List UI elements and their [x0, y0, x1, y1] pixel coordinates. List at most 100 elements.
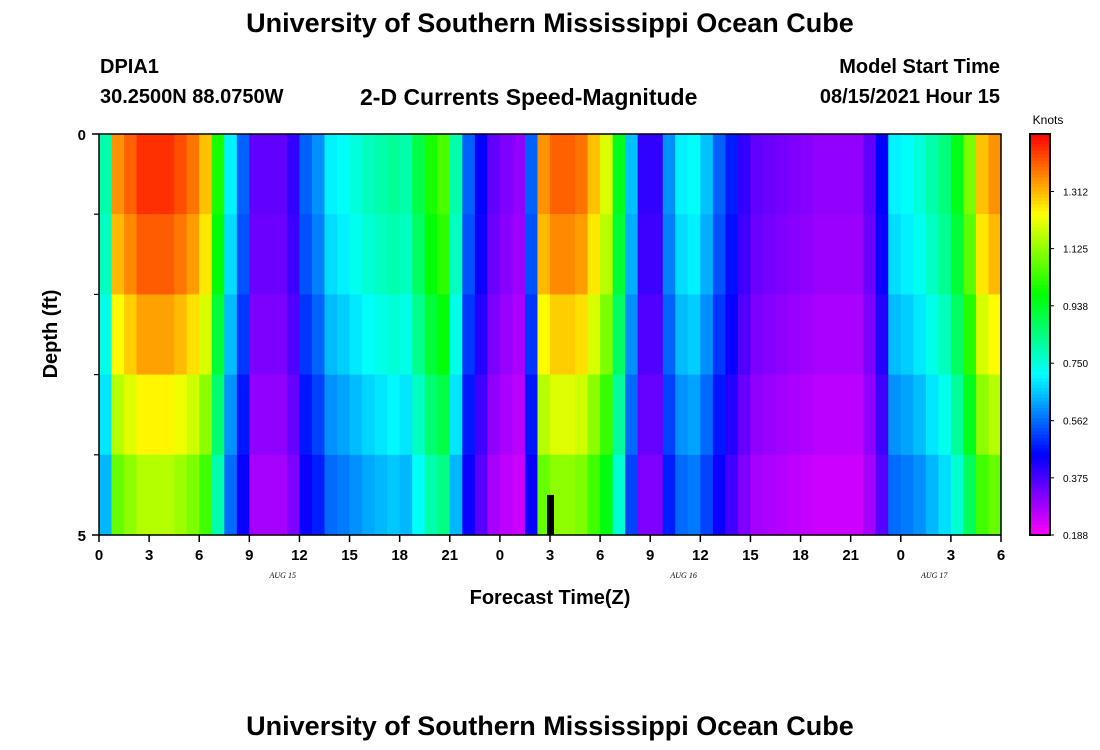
heatmap-cell	[149, 454, 163, 536]
heatmap-cell	[374, 294, 388, 376]
colorbar-segment	[1030, 471, 1050, 476]
heatmap-cell	[788, 214, 802, 295]
heatmap-cell	[612, 134, 626, 215]
heatmap-cell	[249, 294, 263, 376]
heatmap-cell	[612, 374, 626, 456]
heatmap-cell	[537, 214, 551, 295]
heatmap-cell	[374, 214, 388, 295]
heatmap-cell	[838, 214, 852, 295]
colorbar-segment	[1030, 421, 1050, 426]
colorbar-segment	[1030, 494, 1050, 499]
heatmap-cell	[174, 374, 188, 456]
heatmap-cell	[800, 214, 814, 295]
heatmap-cell	[913, 294, 927, 376]
heatmap-cell	[437, 294, 451, 376]
y-tick-label: 0	[78, 127, 86, 144]
colorbar-segment	[1030, 424, 1050, 429]
heatmap-cell	[299, 214, 313, 295]
heatmap-cell	[813, 374, 827, 456]
heatmap-cell	[537, 374, 551, 456]
heatmap-cell	[374, 454, 388, 536]
heatmap-cell	[925, 134, 939, 215]
colorbar-segment	[1030, 504, 1050, 509]
heatmap-cell	[988, 454, 1002, 536]
heatmap-cell	[813, 454, 827, 536]
heatmap-cell	[562, 294, 576, 376]
heatmap-cell	[988, 214, 1002, 295]
colorbar-tick-label: 1.125	[1063, 245, 1088, 256]
colorbar-segment	[1030, 354, 1050, 359]
heatmap-cell	[963, 374, 977, 456]
colorbar-segment	[1030, 297, 1050, 302]
x-tick-label: 3	[145, 547, 153, 564]
heatmap-cell	[700, 214, 714, 295]
heatmap-cell	[950, 214, 965, 295]
heatmap-cell	[437, 374, 451, 456]
heatmap-cell	[775, 374, 789, 456]
colorbar-segment	[1030, 304, 1050, 309]
heatmap-cell	[687, 134, 701, 215]
heatmap-cell	[863, 214, 877, 295]
heatmap-cell	[387, 294, 401, 376]
heatmap-cell	[900, 134, 914, 215]
heatmap-cell	[712, 214, 726, 295]
heatmap-cell	[236, 454, 250, 536]
colorbar-segment	[1030, 528, 1050, 533]
heatmap-cell	[374, 134, 388, 215]
heatmap-cell	[938, 374, 952, 456]
heatmap-cell	[963, 294, 977, 376]
colorbar-frame	[1029, 133, 1051, 536]
heatmap-cell	[224, 134, 238, 215]
heatmap-cell	[550, 134, 564, 215]
colorbar-segment	[1030, 307, 1050, 312]
heatmap-cell	[111, 214, 125, 295]
heatmap-cell	[600, 214, 614, 295]
colorbar-segment	[1030, 518, 1050, 523]
colorbar-segment	[1030, 374, 1050, 379]
colorbar-segment	[1030, 227, 1050, 232]
colorbar-segment	[1030, 311, 1050, 315]
heatmap-cell	[988, 294, 1002, 376]
heatmap-cell	[825, 214, 839, 295]
heatmap-cell	[161, 214, 175, 295]
colorbar-segment	[1030, 521, 1050, 526]
page-title: University of Southern Mississippi Ocean…	[246, 8, 854, 38]
colorbar-segment	[1030, 190, 1050, 195]
colorbar-segment	[1030, 287, 1050, 292]
heatmap-cell	[124, 374, 138, 456]
heatmap-cell	[600, 374, 614, 456]
colorbar-tick-label: 1.312	[1063, 187, 1088, 198]
heatmap-cell	[449, 374, 463, 456]
colorbar-segment	[1030, 274, 1050, 279]
colorbar-segment	[1030, 187, 1050, 192]
heatmap-cell	[412, 294, 426, 376]
colorbar-segment	[1030, 134, 1050, 138]
heatmap-cell	[662, 454, 676, 536]
heatmap-cell	[800, 294, 814, 376]
heatmap-cell	[174, 134, 188, 215]
heatmap-cell	[975, 294, 990, 376]
colorbar-segment	[1030, 461, 1050, 466]
heatmap-cell	[863, 374, 877, 456]
heatmap-cell	[299, 454, 313, 536]
heatmap-cell	[449, 134, 463, 215]
colorbar-segment	[1030, 254, 1050, 259]
heatmap-cell	[725, 294, 739, 376]
heatmap-cell	[900, 214, 914, 295]
colorbar-segment	[1030, 197, 1050, 202]
colorbar-segment	[1030, 367, 1050, 372]
heatmap-cell	[311, 294, 326, 376]
heatmap-cell	[687, 374, 701, 456]
x-tick-label: 6	[195, 547, 203, 564]
heatmap-cell	[299, 134, 313, 215]
heatmap-cell	[675, 214, 689, 295]
colorbar-segment	[1030, 220, 1050, 225]
heatmap-cell	[938, 214, 952, 295]
heatmap-cell	[174, 454, 188, 536]
heatmap-cell	[387, 214, 401, 295]
heatmap-cell	[950, 294, 965, 376]
heatmap-cell	[186, 134, 200, 215]
heatmap-cell	[687, 454, 701, 536]
heatmap-cell	[499, 374, 514, 456]
colorbar-segment	[1030, 371, 1050, 376]
